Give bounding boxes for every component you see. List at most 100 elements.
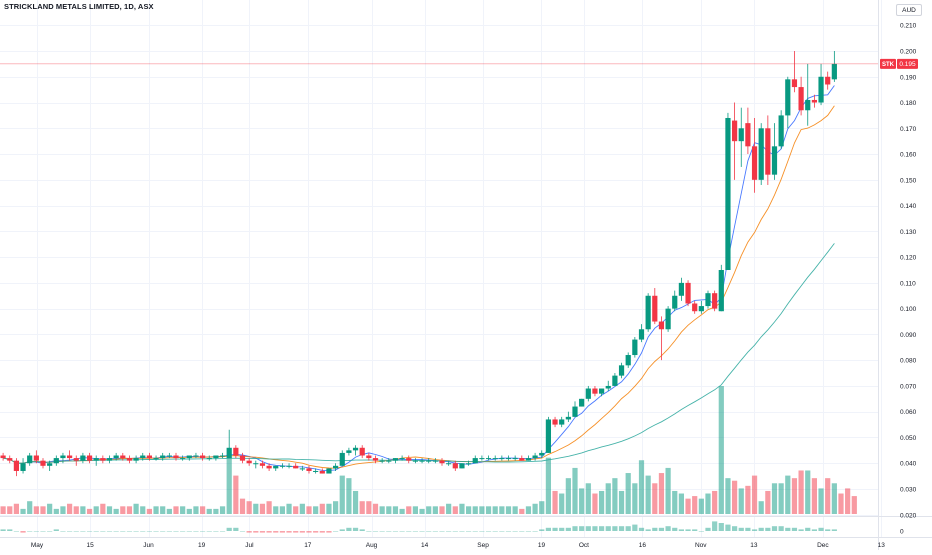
macd-bar <box>678 529 684 531</box>
x-tick-label: Jul <box>245 542 254 549</box>
macd-bar <box>552 527 558 531</box>
y-tick-label: 0.090 <box>900 332 917 339</box>
volume-bar <box>725 478 731 514</box>
volume-bar <box>505 506 512 514</box>
candle-body <box>200 455 206 459</box>
candle <box>545 416 551 453</box>
candle <box>47 460 53 471</box>
candle-body <box>512 458 518 460</box>
macd-bar <box>40 531 46 532</box>
candle-body <box>27 455 33 464</box>
candle <box>206 455 212 461</box>
candle <box>259 460 266 469</box>
y-tick-label: 0.200 <box>900 49 917 56</box>
candle <box>452 460 458 471</box>
macd-bar <box>20 531 26 533</box>
candle-body <box>499 458 505 460</box>
volume-bar <box>339 475 345 514</box>
volume-bar <box>13 503 19 514</box>
candle-body <box>798 87 804 111</box>
volume-bar <box>645 475 651 514</box>
candle-body <box>293 465 299 469</box>
candle <box>778 110 784 149</box>
currency-selector[interactable]: AUD <box>896 4 922 16</box>
candle <box>712 290 718 312</box>
macd-bar <box>166 531 172 532</box>
candle-body <box>519 458 525 461</box>
macd-bar <box>133 531 139 532</box>
volume-bar <box>798 470 804 514</box>
volume-bar <box>386 506 392 514</box>
macd-bar <box>306 531 312 533</box>
candle-body <box>0 455 6 459</box>
candle <box>100 455 106 464</box>
candle-body <box>359 447 365 456</box>
candle <box>313 468 319 474</box>
volume-bar <box>652 483 658 514</box>
candle <box>525 455 532 461</box>
candle-body <box>140 455 146 459</box>
candle-body <box>113 455 119 459</box>
candle <box>692 300 698 314</box>
volume-bar <box>399 508 405 514</box>
candle <box>246 458 252 466</box>
volume-bar <box>492 506 498 514</box>
candle-body <box>193 455 199 457</box>
candle-body <box>459 463 465 469</box>
macd-bar <box>319 531 325 533</box>
volume-bar <box>831 483 837 514</box>
volume-bar <box>599 490 605 514</box>
candle <box>678 277 684 301</box>
candle-body <box>180 458 186 460</box>
candle <box>359 445 365 459</box>
volume-bar <box>851 496 857 514</box>
candle <box>166 452 172 459</box>
candle <box>579 398 585 407</box>
y-tick-label: 0.210 <box>900 23 917 30</box>
volume-bar <box>539 501 545 514</box>
candle <box>672 290 678 312</box>
macd-bar <box>186 531 192 532</box>
candle <box>658 316 665 361</box>
volume-bar <box>825 478 831 514</box>
volume-bar <box>592 493 598 514</box>
macd-bar <box>372 531 379 532</box>
candle-body <box>286 465 292 467</box>
volume-bar <box>565 478 571 514</box>
x-tick-label: 13 <box>750 542 758 549</box>
candle-body <box>705 293 711 307</box>
macd-bar <box>160 531 166 532</box>
candle-body <box>432 460 438 462</box>
macd-bar <box>459 531 465 532</box>
macd-bar <box>53 529 59 531</box>
candle-body <box>153 458 159 460</box>
candle-body <box>738 128 744 142</box>
candle-body <box>399 458 405 460</box>
candle <box>27 452 33 466</box>
candle-body <box>539 452 545 456</box>
macd-bar <box>565 527 571 531</box>
candle-body <box>485 458 492 460</box>
volume-bar <box>559 493 565 514</box>
candle-body <box>785 79 791 116</box>
candle <box>13 458 19 477</box>
volume-bar <box>818 488 824 514</box>
candle-body <box>333 465 339 469</box>
candle-body <box>186 455 192 459</box>
volume-bar <box>333 501 339 514</box>
candle <box>499 455 505 461</box>
candle <box>146 452 152 461</box>
macd-bar <box>27 531 33 532</box>
y-tick-label: 0.130 <box>900 229 917 236</box>
candle <box>273 465 279 471</box>
candle-body <box>7 458 13 461</box>
volume-bar <box>47 503 53 514</box>
volume-bar <box>392 506 399 514</box>
volume-bar <box>466 506 472 514</box>
macd-bar <box>732 526 738 531</box>
macd-bar <box>672 527 678 531</box>
candle-body <box>579 398 585 407</box>
volume-bar <box>126 506 133 514</box>
macd-bar <box>685 529 691 531</box>
y-tick-label: 0.100 <box>900 306 917 313</box>
